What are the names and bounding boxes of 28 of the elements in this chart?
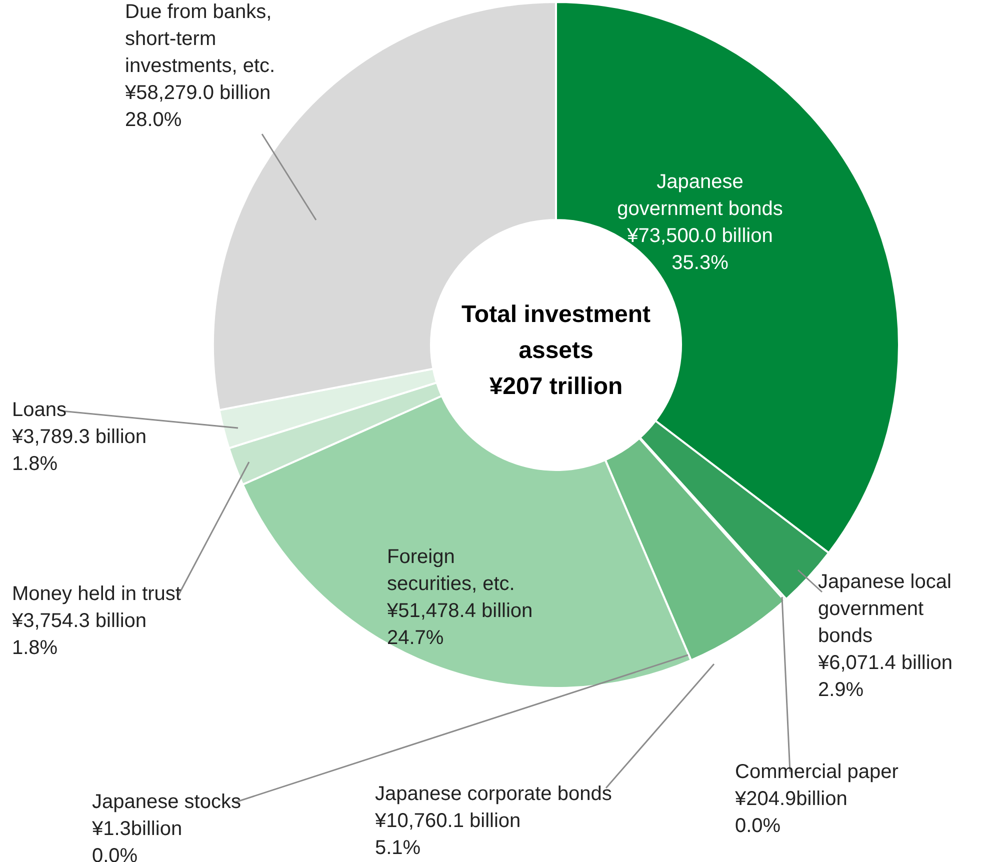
slice-label: Japanese corporate bonds (375, 783, 612, 805)
text: 0.0% (92, 845, 138, 862)
data-label: ¥58,279.0 billion (124, 82, 271, 104)
slice-label: Due from banks, short-term investments, etc. (125, 1, 276, 77)
slice-label: Loans (12, 399, 66, 421)
text: 1.8% (12, 637, 58, 659)
data-label: ¥6,071.4 billion (817, 652, 953, 674)
text: 2.9% (818, 679, 864, 701)
data-label: ¥204.9billion (734, 788, 848, 810)
data-label: ¥10,760.1 billion (374, 810, 521, 832)
text: Total investment assets ¥207 trillion (462, 301, 650, 400)
text: 5.1% (375, 837, 421, 859)
slice-label: Foreign securities, etc. (387, 546, 515, 595)
data-label: ¥3,754.3 billion (11, 610, 147, 632)
text: 0.0% (735, 815, 781, 837)
slice-label: Money held in trust (12, 583, 182, 605)
slice-label: Japanese government bonds (617, 171, 783, 220)
text: 35.3% (672, 252, 729, 274)
data-label: ¥73,500.0 billion (626, 225, 773, 247)
slice-label: Japanese local government bonds (818, 571, 952, 647)
data-label: ¥3,789.3 billion (11, 426, 147, 448)
slice-label: Commercial paper (735, 761, 899, 783)
text: 28.0% (125, 109, 182, 131)
text: 24.7% (387, 627, 444, 649)
text: 1.8% (12, 453, 58, 475)
data-label: ¥1.3billion (91, 818, 182, 840)
slice-label: Japanese stocks (92, 791, 241, 813)
data-label: ¥51,478.4 billion (386, 600, 533, 622)
